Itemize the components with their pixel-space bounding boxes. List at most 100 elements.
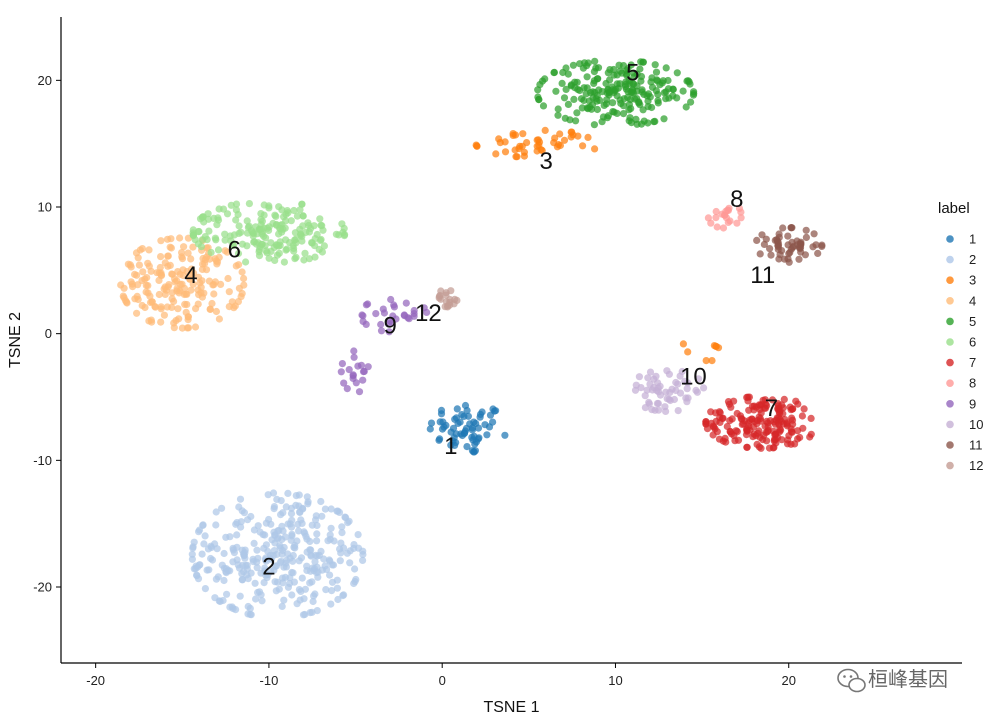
data-point <box>806 433 814 441</box>
data-point <box>187 255 195 263</box>
data-point <box>468 424 476 432</box>
data-point <box>583 73 591 81</box>
data-point <box>263 249 271 257</box>
data-point <box>638 88 646 96</box>
data-point <box>554 111 562 119</box>
data-point <box>165 281 173 289</box>
data-point <box>223 590 231 598</box>
data-point <box>170 324 178 332</box>
data-point <box>535 95 543 104</box>
data-point <box>615 61 623 69</box>
data-point <box>278 602 286 611</box>
data-point <box>435 294 443 302</box>
data-point <box>359 376 367 384</box>
data-point <box>344 519 352 527</box>
data-point <box>719 224 728 232</box>
data-point <box>796 433 804 442</box>
data-point <box>377 327 386 335</box>
data-point <box>593 105 602 114</box>
data-point <box>252 595 260 603</box>
data-point <box>568 128 576 136</box>
data-point <box>191 236 199 244</box>
y-tick-label: 20 <box>38 73 52 88</box>
data-point <box>164 252 172 260</box>
data-point <box>145 262 153 270</box>
legend-label: 8 <box>969 376 976 391</box>
data-point <box>172 317 180 325</box>
series-7 <box>702 393 815 452</box>
legend-label: 1 <box>969 232 976 247</box>
data-point <box>763 437 771 445</box>
data-point <box>453 405 461 413</box>
data-point <box>205 566 213 574</box>
data-point <box>232 262 240 270</box>
data-point <box>476 413 484 421</box>
data-point <box>176 234 184 242</box>
data-point <box>746 416 754 424</box>
data-point <box>290 578 298 586</box>
data-point <box>715 435 724 443</box>
data-point <box>744 393 752 401</box>
data-point <box>755 401 763 409</box>
data-point <box>566 116 574 124</box>
data-point <box>702 418 710 426</box>
data-point <box>460 429 469 437</box>
data-point <box>359 556 367 565</box>
data-point <box>652 372 660 380</box>
data-point <box>492 150 500 158</box>
data-point <box>299 212 307 220</box>
data-point <box>187 265 196 273</box>
data-point <box>146 292 154 300</box>
data-point <box>787 224 795 232</box>
data-point <box>253 546 261 554</box>
data-point <box>271 531 279 540</box>
data-point <box>275 585 283 593</box>
data-point <box>737 214 745 222</box>
data-point <box>301 585 309 593</box>
data-point <box>288 591 296 599</box>
data-point <box>278 221 286 229</box>
data-point <box>535 138 544 146</box>
data-point <box>799 424 807 432</box>
data-point <box>682 394 690 402</box>
data-point <box>267 568 275 576</box>
data-point <box>652 68 661 76</box>
data-point <box>157 272 166 280</box>
data-point <box>176 287 184 295</box>
data-point <box>271 211 279 219</box>
data-point <box>713 223 721 231</box>
x-tick-label: -10 <box>260 673 279 688</box>
data-point <box>242 258 250 266</box>
data-point <box>760 240 769 248</box>
data-point <box>743 425 751 433</box>
cluster-label-4: 4 <box>184 262 197 289</box>
data-point <box>232 606 240 614</box>
legend-swatch <box>946 297 954 305</box>
data-point <box>273 495 281 503</box>
legend-swatch <box>946 441 954 449</box>
data-point <box>236 592 244 600</box>
data-point <box>304 219 312 227</box>
data-point <box>223 210 232 218</box>
data-point <box>293 600 301 608</box>
data-point <box>390 301 398 309</box>
data-point <box>520 152 529 160</box>
y-tick-label: 10 <box>38 200 52 215</box>
data-point <box>641 392 649 400</box>
data-point <box>387 295 395 304</box>
data-point <box>512 153 520 161</box>
data-point <box>554 105 562 113</box>
data-point <box>468 433 476 441</box>
data-point <box>648 406 656 414</box>
data-point <box>798 412 807 420</box>
data-point <box>593 97 601 105</box>
legend-item-11: 11 <box>946 438 983 453</box>
data-point <box>139 268 147 276</box>
data-point <box>702 357 710 365</box>
data-point <box>316 215 324 223</box>
data-point <box>616 96 624 104</box>
data-point <box>292 501 300 509</box>
data-point <box>334 595 342 604</box>
data-point <box>578 104 586 112</box>
